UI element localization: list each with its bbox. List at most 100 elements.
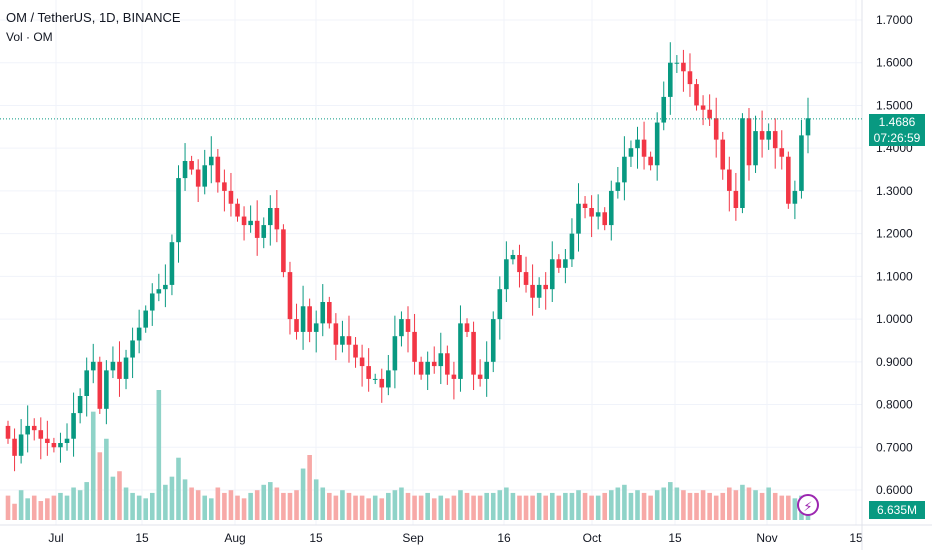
volume-bar [392,490,398,520]
volume-bar [766,487,771,520]
x-tick-label: Nov [756,531,777,545]
volume-bar [169,476,175,520]
candle-body [123,357,129,379]
candle-body [569,233,575,260]
candle-body [248,220,253,226]
volume-bar [25,498,30,520]
candle-body [58,443,63,448]
candle-body [202,165,208,187]
candle-body [733,190,739,208]
candle-body [556,259,562,268]
volume-bar [254,490,260,520]
volume-bar [779,495,785,520]
volume-bar [215,487,221,520]
volume-bar [149,492,155,520]
y-tick-label: 0.7000 [876,440,913,454]
candle-body [563,259,568,268]
volume-bar [274,487,280,520]
candle-body [615,182,621,191]
y-tick-label: 1.1000 [876,269,913,283]
volume-bar [425,492,430,520]
volume-bar [182,479,188,520]
candle-body [582,203,588,208]
volume-bar [241,498,247,520]
volume-bar [700,490,706,520]
volume-bar [346,492,352,520]
volume-bar [445,498,450,520]
volume-bar [497,490,503,520]
candle-body [543,284,548,290]
candle-body [281,229,286,273]
candle-body [746,118,752,166]
volume-bar [536,492,542,520]
candle-body [241,216,247,226]
volume-bar [602,492,608,520]
candle-body [130,340,135,358]
volume-bar [753,490,758,520]
volume-bar [477,495,483,520]
volume-bar [64,495,70,520]
candle-body [707,109,712,119]
volume-bar [582,492,588,520]
volume-bar [628,492,634,520]
volume-bar [45,498,50,520]
volume-bar [792,498,798,520]
volume-bar [484,492,489,520]
volume-bar [235,495,240,520]
volume-bar [202,495,208,520]
volume-bar [727,487,732,520]
y-tick-label: 1.7000 [876,13,913,27]
volume-bar [490,492,496,520]
candle-body [458,323,463,379]
candle-body [490,319,496,362]
countdown-badge: 07:26:59 [869,130,925,146]
candle-body [484,361,489,379]
candle-body [504,259,509,290]
lightning-icon[interactable]: ⚡ [797,494,819,516]
candle-body [792,190,798,204]
candle-body [359,357,365,367]
candle-body [143,310,148,328]
candle-body [628,148,634,157]
volume-bar [163,484,168,520]
candle-body [379,378,385,388]
candle-body [805,118,811,136]
volume-bar [58,492,63,520]
candle-body [372,378,378,380]
candle-body [294,319,299,332]
volume-bar [464,492,470,520]
candle-body [589,208,594,217]
volume-bar [615,487,621,520]
candle-body [431,361,437,367]
candle-body [641,139,647,157]
volume-bar [504,487,509,520]
candle-body [412,331,417,362]
candle-body [12,438,17,456]
candle-body [425,361,430,375]
candle-body [595,212,601,217]
x-tick-label: Aug [224,531,245,545]
candle-body [333,323,339,345]
candle-body [510,255,516,260]
volume-bar [110,476,116,520]
candle-body [471,331,476,375]
y-tick-label: 1.6000 [876,56,913,70]
candle-body [208,156,214,166]
volume-bar [320,487,326,520]
volume-bar [130,492,135,520]
volume-bar [740,484,745,520]
candle-body [622,156,627,183]
candle-body [438,353,444,367]
y-tick-label: 1.5000 [876,98,913,112]
volume-bar [208,498,214,520]
volume-bar [563,492,568,520]
x-tick-label: Sep [402,531,424,545]
volume-bar [694,492,699,520]
candle-body [635,139,640,149]
volume-bar [523,495,529,520]
volume-bar [117,471,122,520]
y-tick-label: 1.2000 [876,227,913,241]
volume-bar [123,487,129,520]
volume-bar [366,498,371,520]
